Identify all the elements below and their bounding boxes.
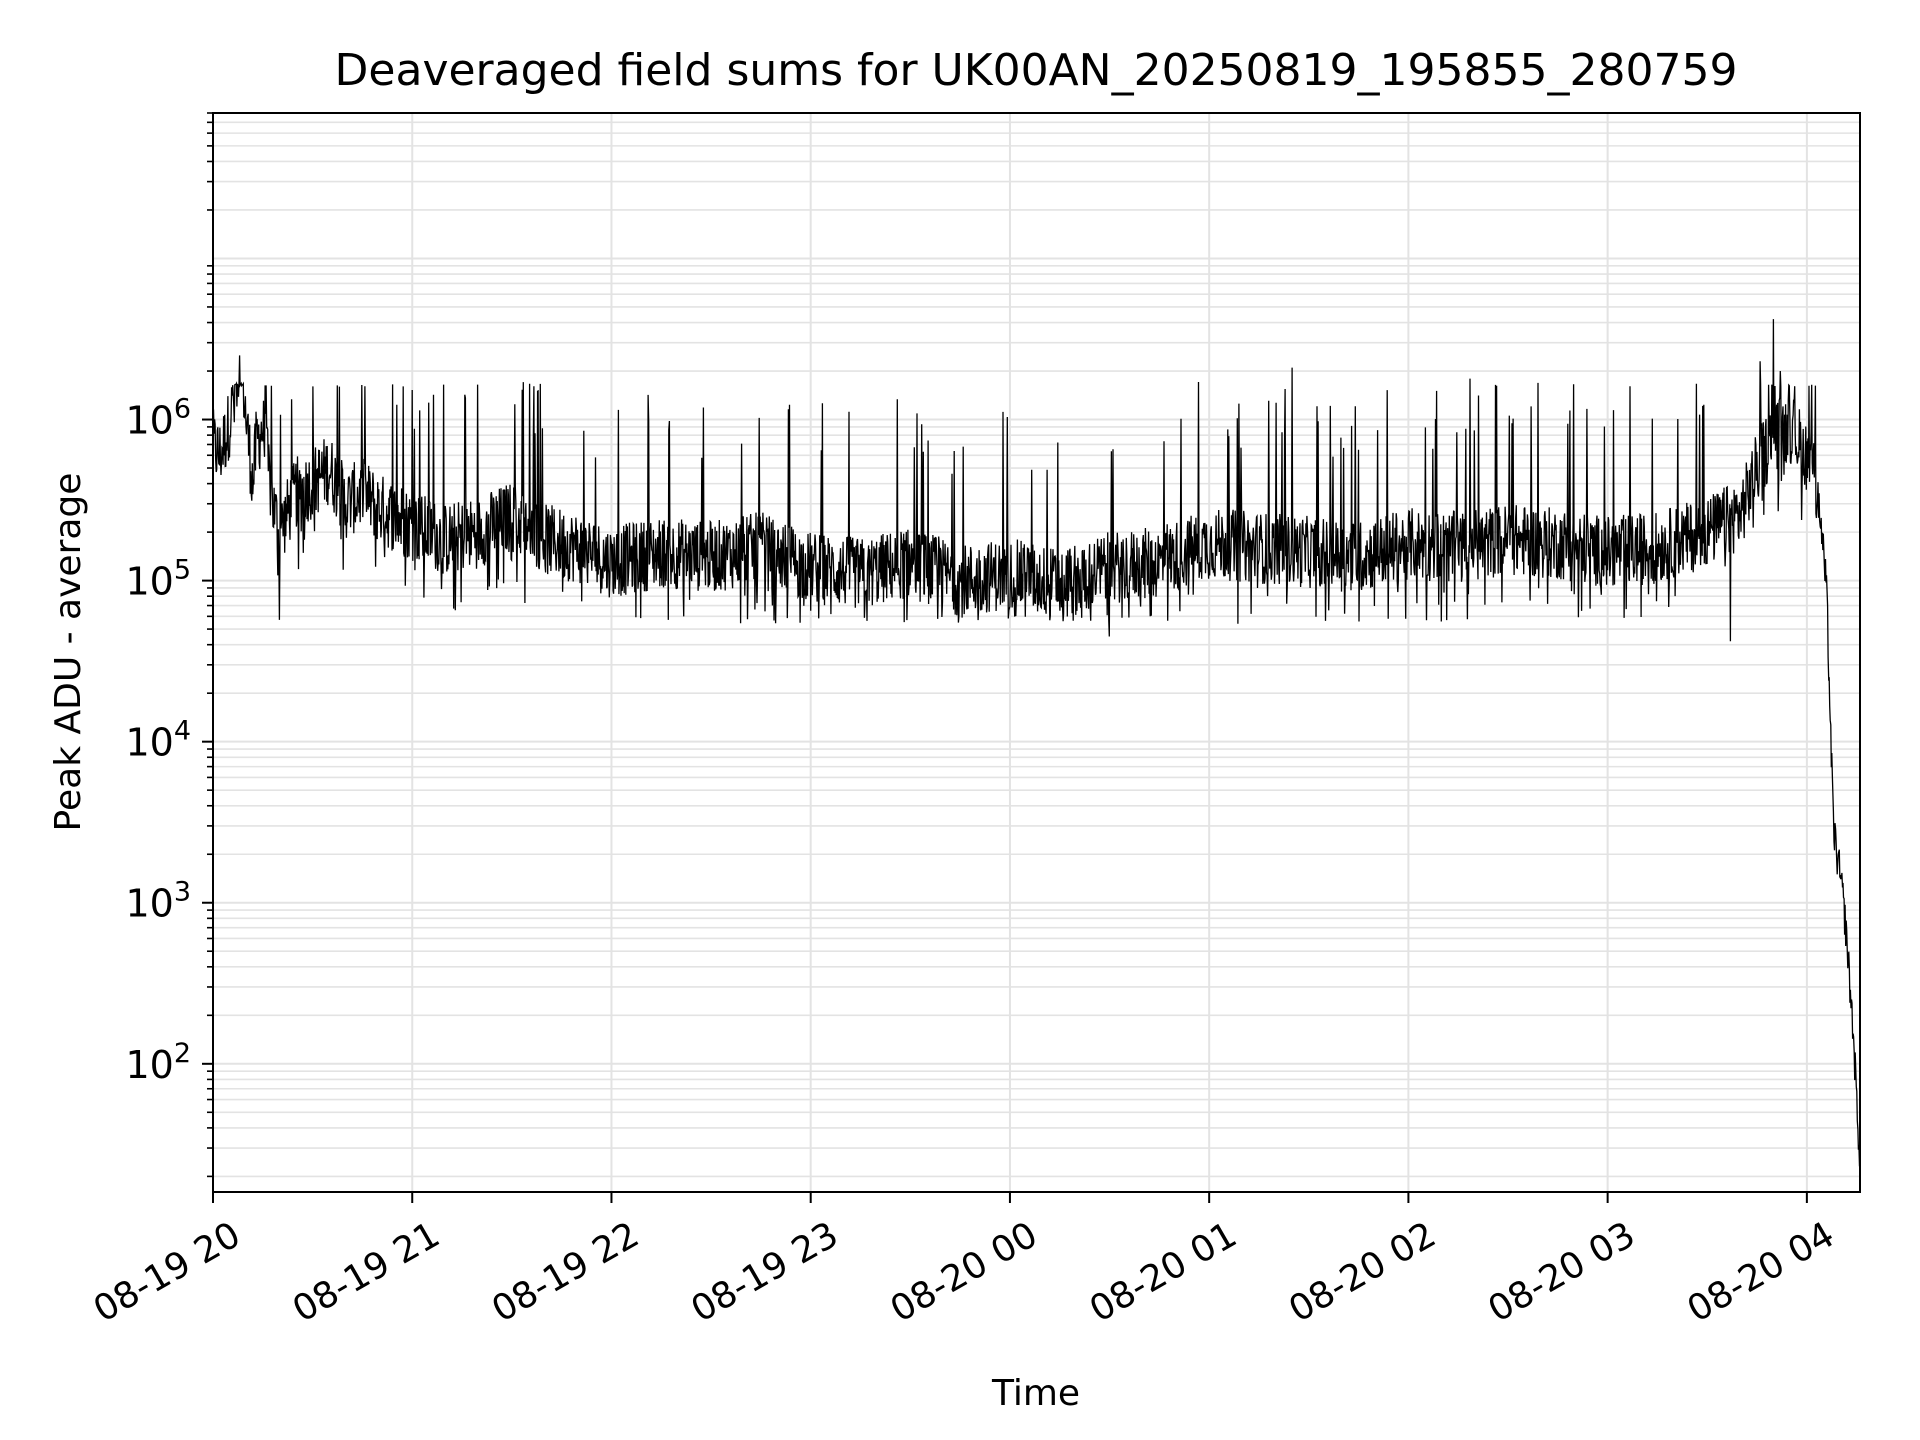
y-tick-label: 102 (125, 1038, 191, 1087)
y-tick-label: 106 (125, 394, 191, 443)
plot-frame (212, 112, 1861, 1193)
y-tick-label: 104 (125, 716, 191, 765)
y-axis: 102 103 104 105 106 (125, 112, 213, 1178)
x-tick-label: 08-20 02 (1282, 1214, 1443, 1330)
x-tick-label: 08-20 03 (1481, 1214, 1642, 1330)
x-tick-label: 08-20 00 (884, 1214, 1045, 1330)
x-axis-label: Time (991, 1373, 1080, 1414)
x-tick-label: 08-19 23 (685, 1214, 846, 1330)
chart-title: Deaveraged field sums for UK00AN_2025081… (335, 45, 1738, 96)
y-axis-label: Peak ADU - average (48, 473, 89, 832)
x-axis: 08-19 20 08-19 21 08-19 22 08-19 23 08-20 00… (87, 1192, 1842, 1331)
x-tick-label: 08-20 01 (1083, 1214, 1244, 1330)
grid (212, 112, 1860, 1192)
x-tick-label: 08-19 22 (485, 1214, 646, 1330)
y-tick-label: 105 (125, 555, 191, 604)
y-tick-label: 103 (125, 877, 191, 926)
x-tick-label: 08-20 04 (1681, 1214, 1842, 1330)
series-line (213, 319, 1860, 1167)
x-tick-label: 08-19 20 (87, 1214, 248, 1330)
x-tick-label: 08-19 21 (286, 1214, 447, 1330)
